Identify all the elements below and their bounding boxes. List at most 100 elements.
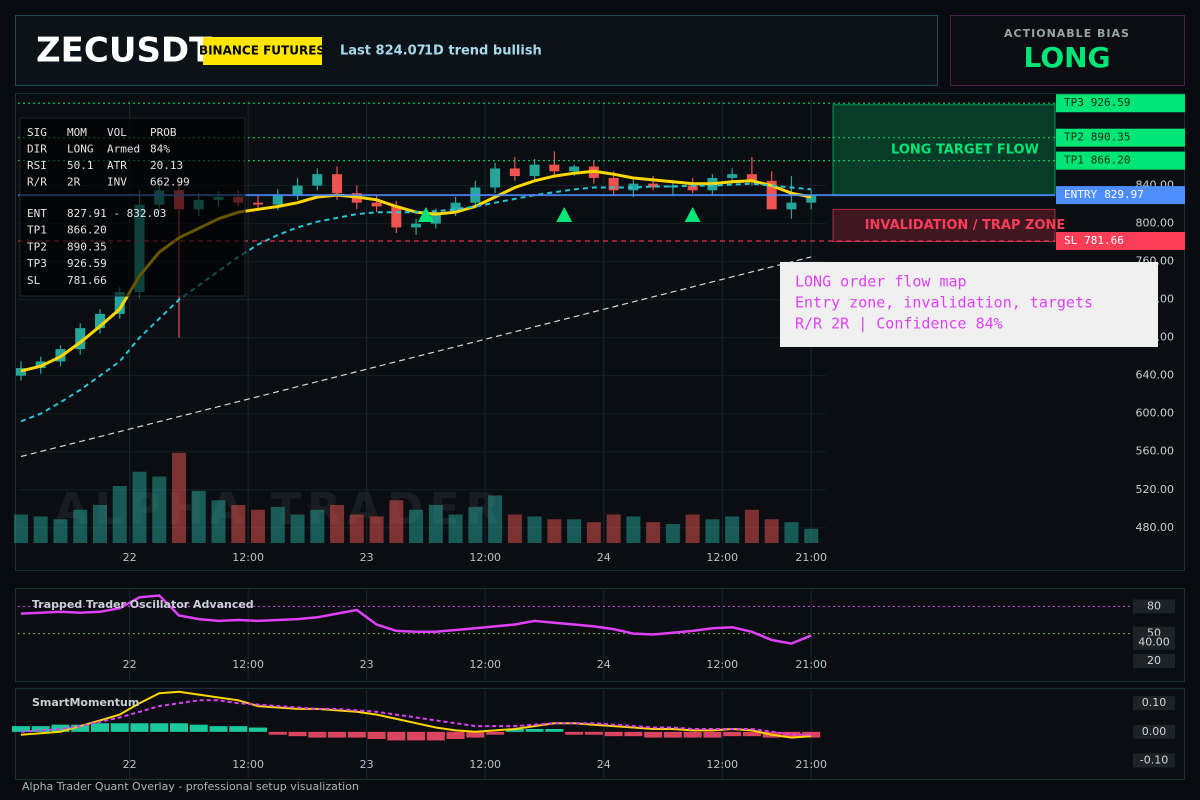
volume-bar <box>290 514 305 543</box>
momentum-bar <box>288 731 307 737</box>
candle-body <box>529 164 540 177</box>
volume-bar <box>369 516 384 543</box>
x-tick-label: 21:00 <box>795 758 827 771</box>
volume-bar <box>270 506 285 543</box>
y-tick-label: 520.00 <box>1136 483 1175 496</box>
volume-bar <box>349 514 364 543</box>
volume-bar <box>172 452 187 543</box>
level-value: 866.20 <box>1091 154 1131 167</box>
momentum-bar <box>150 723 169 732</box>
annotation-box <box>780 262 1158 347</box>
header-box <box>15 15 938 86</box>
x-tick-label: 24 <box>597 658 611 671</box>
panel-title: SmartMomentum <box>32 696 139 709</box>
volume-bar <box>626 516 641 543</box>
volume-bar <box>251 509 266 543</box>
y-tick-label: 0.10 <box>1142 696 1167 709</box>
x-tick-label: 12:00 <box>469 551 501 564</box>
candle-body <box>272 195 283 205</box>
stats-level: 926.59 <box>67 257 107 270</box>
bias-value: LONG <box>1023 41 1110 74</box>
charts: 22 12:00 23 12:00 24 12:00 21:00 480.00 520.00 56… <box>11 94 1185 780</box>
candle-body <box>371 202 382 207</box>
stats-cell: DIR <box>27 143 47 156</box>
stats-cell: 2R <box>67 176 81 189</box>
y-tick-label: 640.00 <box>1136 369 1175 382</box>
momentum-bar <box>170 723 189 732</box>
volume-bar <box>804 528 819 543</box>
signal-arrow <box>684 207 701 223</box>
momentum-bar <box>644 731 663 738</box>
x-tick-label: 22 <box>123 758 137 771</box>
stats-cell: 20.13 <box>150 159 183 172</box>
symbol: ZECUSDT <box>36 31 213 71</box>
stats-cell: R/R <box>27 176 47 189</box>
volume-bar <box>507 514 522 543</box>
stats-level: ENT <box>27 207 47 220</box>
candle-body <box>727 174 738 178</box>
volume-bar <box>33 516 48 543</box>
y-tick-label: 480.00 <box>1136 521 1175 534</box>
momentum-bar <box>663 731 682 738</box>
y-tick-box <box>1133 696 1175 711</box>
momentum-bar <box>505 728 524 732</box>
stats-cell: VOL <box>107 126 127 139</box>
bias-label: ACTIONABLE BIAS <box>1004 27 1130 40</box>
volume-bar <box>468 506 483 543</box>
candle-body <box>687 185 698 191</box>
momentum-bar <box>367 731 386 740</box>
x-tick-label: 22 <box>123 551 137 564</box>
candle-body <box>312 174 323 186</box>
volume-bar <box>725 516 740 543</box>
volume-bar <box>152 476 167 543</box>
zone-label: LONG TARGET FLOW <box>891 142 1039 157</box>
volume-bar <box>73 509 88 543</box>
candle-body <box>450 202 461 213</box>
candle-body <box>549 164 560 172</box>
x-tick-label: 12:00 <box>469 758 501 771</box>
candle-body <box>786 202 797 210</box>
x-tick-label: 12:00 <box>469 658 501 671</box>
momentum-bar <box>189 724 208 732</box>
stats-level: TP3 <box>27 257 47 270</box>
momentum-bar <box>624 731 643 737</box>
stats-cell: 84% <box>150 143 170 156</box>
level-name: TP1 <box>1064 154 1084 167</box>
x-tick-label: 23 <box>360 658 374 671</box>
volume-bar <box>330 505 345 543</box>
momentum-bar <box>387 731 406 741</box>
stats-level: TP2 <box>27 240 47 253</box>
stats-level: 827.91 - 832.03 <box>67 207 166 220</box>
footer: Alpha Trader Quant Overlay - professiona… <box>22 780 359 793</box>
momentum-bar <box>545 728 564 732</box>
momentum-bar <box>703 731 722 738</box>
candle-body <box>509 168 520 177</box>
candle-body <box>292 185 303 196</box>
y-tick-box <box>1133 653 1175 668</box>
momentum-line <box>20 699 812 736</box>
annotation-line: Entry zone, invalidation, targets <box>795 294 1093 312</box>
stats-cell: 662.99 <box>150 176 190 189</box>
momentum-bar <box>802 731 821 738</box>
x-tick-label: 22 <box>123 658 137 671</box>
volume-bar <box>646 522 661 543</box>
candle-body <box>806 195 817 203</box>
momentum-bar <box>51 724 70 732</box>
x-tick-label: 21:00 <box>795 658 827 671</box>
volume-bar <box>389 500 404 543</box>
stats-level: TP1 <box>27 224 47 237</box>
volume-bar <box>211 500 226 543</box>
y-tick-label: 0.00 <box>1142 725 1167 738</box>
momentum-bar <box>426 731 445 741</box>
stats-cell: RSI <box>27 159 47 172</box>
exchange-badge <box>203 37 322 65</box>
candle-body <box>628 183 639 191</box>
momentum-bar <box>268 731 287 735</box>
level-value: 829.97 <box>1104 188 1144 201</box>
zone <box>832 208 1056 243</box>
candle-body <box>332 174 343 194</box>
momentum-bar <box>604 731 623 737</box>
volume-bar <box>448 514 463 543</box>
stats-cell: 50.1 <box>67 159 94 172</box>
